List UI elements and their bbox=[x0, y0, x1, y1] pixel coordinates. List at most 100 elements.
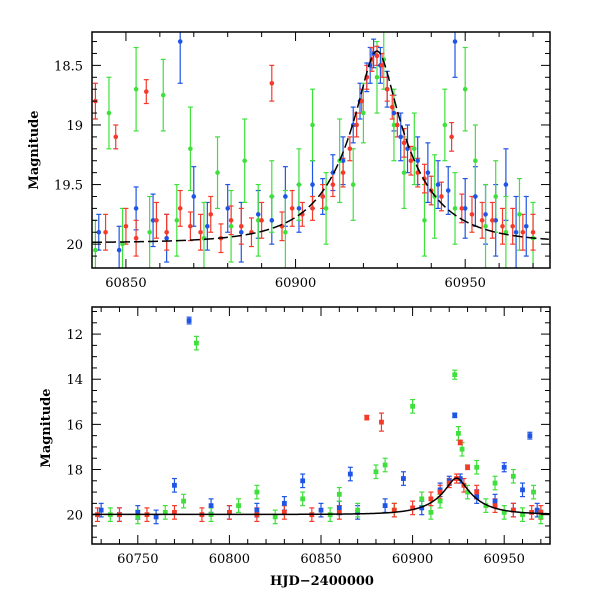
data-point-red bbox=[113, 134, 119, 140]
data-point-green bbox=[456, 431, 461, 436]
data-point-red bbox=[154, 218, 159, 223]
data-point-blue bbox=[269, 218, 275, 223]
data-point-green bbox=[483, 503, 489, 509]
data-point-red bbox=[164, 229, 169, 235]
data-point-red bbox=[384, 86, 390, 92]
data-point-blue bbox=[172, 482, 177, 488]
data-point-red bbox=[177, 206, 183, 211]
data-point-red bbox=[347, 146, 353, 152]
data-point-red bbox=[374, 53, 380, 59]
data-point-green bbox=[188, 146, 193, 152]
data-point-red bbox=[364, 415, 370, 420]
data-point-green bbox=[255, 218, 261, 223]
data-point-red bbox=[340, 170, 346, 175]
data-point-blue bbox=[445, 188, 451, 193]
data-point-green bbox=[355, 507, 361, 513]
data-point-red bbox=[259, 218, 264, 223]
data-point-blue bbox=[425, 170, 431, 175]
data-point-blue bbox=[520, 487, 525, 493]
data-point-green bbox=[228, 223, 234, 229]
data-point-blue bbox=[116, 247, 122, 253]
data-point-blue bbox=[186, 318, 192, 323]
data-point-blue bbox=[534, 507, 540, 513]
data-point-green bbox=[361, 110, 366, 116]
data-point-blue bbox=[283, 194, 288, 199]
data-point-green bbox=[422, 218, 427, 223]
data-point-green bbox=[382, 462, 388, 468]
bottom-x-axis-label: HJD−2400000 bbox=[270, 574, 374, 589]
data-point-green bbox=[300, 496, 306, 502]
data-point-red bbox=[538, 510, 544, 515]
data-point-blue bbox=[153, 514, 159, 520]
y-tick-label: 18.5 bbox=[54, 59, 83, 74]
data-point-red bbox=[510, 223, 515, 229]
data-point-green bbox=[538, 514, 544, 520]
data-point-blue bbox=[398, 134, 404, 140]
data-point-red bbox=[449, 134, 454, 140]
data-point-green bbox=[174, 218, 180, 223]
data-point-red bbox=[457, 440, 463, 445]
y-tick-label: 20 bbox=[66, 238, 83, 253]
data-point-green bbox=[520, 512, 525, 518]
data-point-red bbox=[410, 505, 415, 511]
data-point-green bbox=[323, 206, 329, 211]
data-point-green bbox=[373, 469, 379, 475]
data-point-green bbox=[419, 496, 425, 502]
top-panel-zoom: 60850 60900 60950 18.5 19 19.5 20 bbox=[54, 31, 551, 291]
data-point-blue bbox=[523, 223, 529, 229]
data-point-red bbox=[510, 507, 516, 513]
x-tick-label: 60950 bbox=[484, 552, 525, 567]
bottom-y-axis-label: Magnitude bbox=[39, 388, 54, 467]
data-point-red bbox=[188, 223, 193, 229]
data-point-blue bbox=[96, 229, 102, 235]
data-point-red bbox=[437, 489, 443, 495]
data-point-red bbox=[389, 104, 395, 110]
data-point-blue bbox=[135, 510, 141, 515]
data-point-red bbox=[289, 206, 295, 211]
data-point-green bbox=[272, 514, 278, 520]
data-point-red bbox=[172, 510, 177, 515]
data-point-blue bbox=[318, 507, 324, 513]
data-point-blue bbox=[310, 182, 315, 187]
data-point-red bbox=[269, 80, 275, 86]
data-point-red bbox=[465, 464, 470, 470]
data-point-blue bbox=[255, 212, 261, 217]
data-point-blue bbox=[483, 212, 488, 217]
data-point-red bbox=[281, 510, 287, 515]
data-point-green bbox=[135, 514, 141, 520]
x-tick-label: 60900 bbox=[392, 552, 433, 567]
data-point-green bbox=[517, 212, 522, 217]
top-y-axis-label: Magnitude bbox=[27, 110, 42, 189]
data-point-red bbox=[492, 503, 498, 509]
data-point-green bbox=[391, 122, 397, 128]
x-tick-label: 60850 bbox=[105, 276, 146, 291]
data-point-blue bbox=[281, 500, 287, 506]
data-point-blue bbox=[473, 194, 478, 199]
data-point-green bbox=[93, 247, 98, 253]
data-point-red bbox=[379, 63, 385, 68]
data-point-red bbox=[459, 206, 465, 211]
data-point-red bbox=[520, 229, 526, 235]
data-point-blue bbox=[415, 158, 420, 164]
data-point-red bbox=[320, 194, 325, 199]
data-point-blue bbox=[474, 494, 480, 499]
data-point-red bbox=[208, 212, 214, 217]
data-point-red bbox=[379, 419, 384, 425]
data-point-green bbox=[493, 194, 499, 199]
data-point-green bbox=[437, 498, 443, 504]
data-point-green bbox=[336, 491, 342, 497]
data-point-red bbox=[500, 223, 505, 229]
data-point-green bbox=[106, 110, 112, 116]
data-point-blue bbox=[208, 503, 214, 509]
data-point-blue bbox=[462, 206, 468, 211]
data-point-blue bbox=[225, 206, 231, 211]
data-point-green bbox=[428, 510, 434, 515]
data-point-blue bbox=[98, 507, 104, 513]
data-point-blue bbox=[492, 498, 498, 504]
data-point-green bbox=[147, 229, 152, 235]
data-point-green bbox=[350, 182, 356, 187]
data-point-green bbox=[474, 464, 480, 470]
data-point-green bbox=[194, 340, 199, 346]
data-point-blue bbox=[296, 206, 302, 211]
